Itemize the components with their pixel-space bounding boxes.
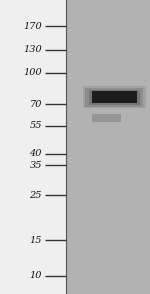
Bar (92, 91, 136, 103)
Bar (88, 90, 140, 105)
Text: 10: 10 (30, 271, 42, 280)
Text: 25: 25 (30, 191, 42, 200)
Text: 55: 55 (30, 121, 42, 130)
Text: 100: 100 (23, 69, 42, 77)
Text: 40: 40 (30, 149, 42, 158)
Text: 70: 70 (30, 100, 42, 109)
Text: 15: 15 (30, 236, 42, 245)
Bar (0, 0, 66, 294)
Bar (92, 113, 121, 122)
Text: 130: 130 (23, 45, 42, 54)
Text: 35: 35 (30, 161, 42, 170)
Bar (82, 86, 146, 108)
Bar (85, 88, 142, 107)
Text: 170: 170 (23, 21, 42, 31)
Bar (66, 0, 150, 294)
